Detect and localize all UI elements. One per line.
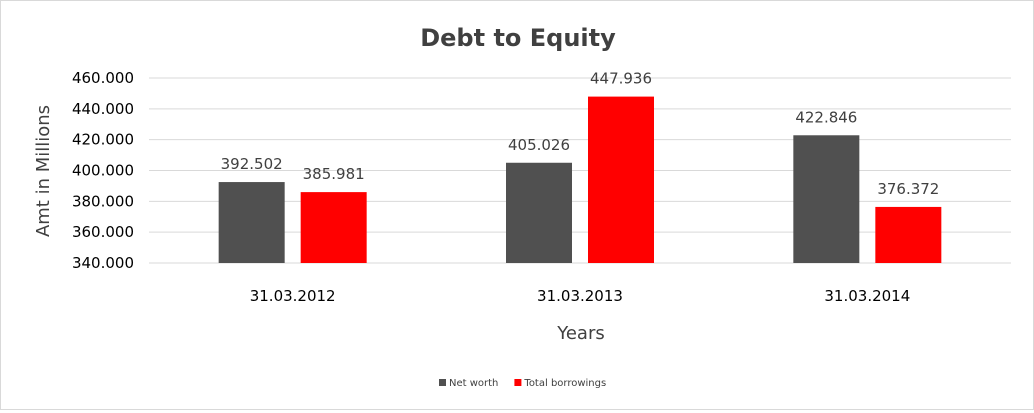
legend-swatch — [439, 379, 446, 386]
y-tick-label: 460.000 — [72, 69, 134, 87]
bar-total-borrowings — [875, 206, 942, 263]
data-label: 447.936 — [590, 70, 652, 88]
y-axis-ticks: 340.000 360.000 380.000 400.000 420.000 440.0… — [72, 69, 134, 272]
y-tick-label: 360.000 — [72, 223, 134, 241]
x-category-label: 31.03.2012 — [250, 287, 336, 305]
legend-swatch — [514, 379, 522, 386]
data-label: 422.846 — [795, 108, 857, 126]
y-tick-label: 440.000 — [72, 100, 134, 118]
x-axis-categories: 31.03.2012 31.03.2013 31.03.2014 — [250, 287, 911, 305]
bar-net-worth — [506, 162, 572, 263]
bar-total-borrowings — [588, 96, 654, 263]
bar-net-worth — [218, 182, 285, 263]
data-labels: 392.502 385.981 405.026 447.936 422.846 376.3… — [221, 70, 940, 198]
y-tick-label: 380.000 — [72, 192, 134, 210]
gridlines — [149, 77, 1011, 264]
legend-label: Net worth — [449, 378, 498, 389]
bars — [218, 96, 942, 263]
x-category-label: 31.03.2014 — [824, 287, 910, 305]
x-axis-title: Years — [556, 323, 605, 344]
y-tick-label: 400.000 — [72, 162, 134, 180]
chart-title: Debt to Equity — [420, 24, 616, 52]
y-tick-label: 420.000 — [72, 131, 134, 149]
data-label: 392.502 — [221, 155, 283, 173]
data-label: 376.372 — [877, 180, 939, 198]
x-category-label: 31.03.2013 — [537, 287, 623, 305]
bar-net-worth — [793, 135, 860, 263]
legend: Net worth Total borrowings — [439, 378, 606, 389]
data-label: 385.981 — [303, 165, 365, 183]
y-tick-label: 340.000 — [72, 254, 134, 272]
legend-label: Total borrowings — [523, 378, 606, 389]
y-axis-title: Amt in Millions — [33, 105, 54, 237]
data-label: 405.026 — [508, 136, 570, 154]
bar-total-borrowings — [300, 192, 367, 263]
